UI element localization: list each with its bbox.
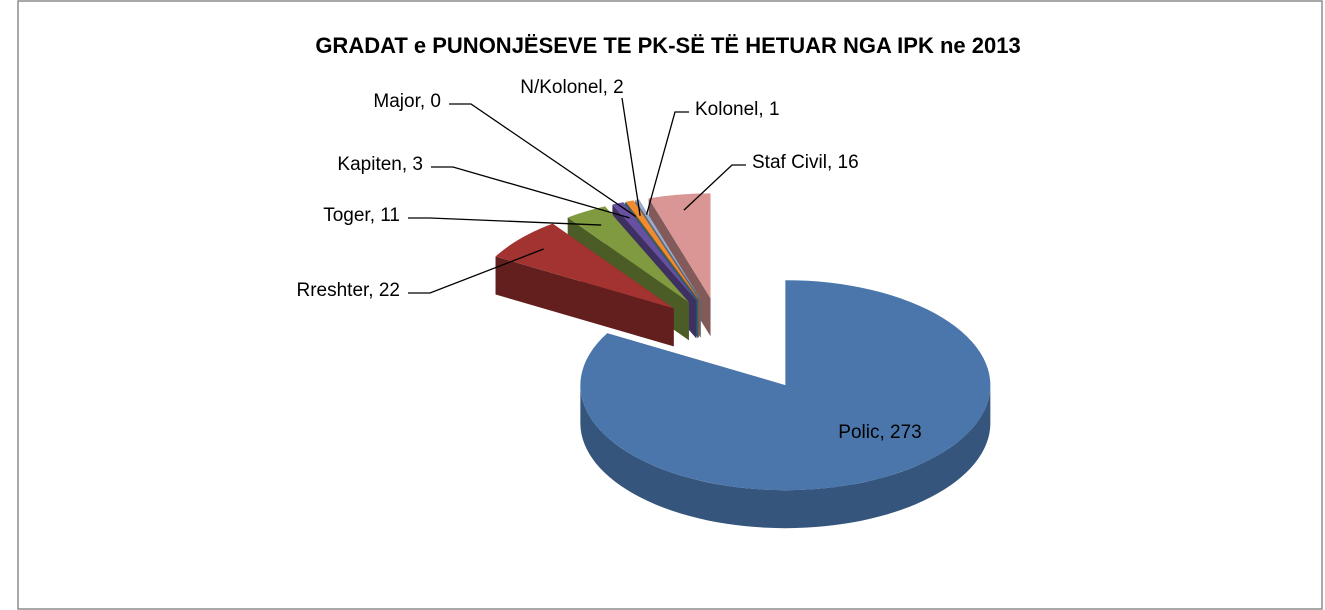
- leader-line: [683, 164, 746, 211]
- data-label: Toger, 11: [323, 205, 400, 226]
- leader-line: [449, 103, 637, 218]
- data-label: N/Kolonel, 2: [520, 77, 624, 98]
- slice: [648, 193, 711, 299]
- data-label: Major, 0: [373, 91, 441, 112]
- slice: [567, 206, 689, 303]
- data-label: Kolonel, 1: [695, 99, 780, 120]
- data-label: Kapiten, 3: [337, 154, 423, 175]
- slice-cut-face: [495, 256, 674, 347]
- data-label: Staf Civil, 16: [752, 152, 859, 173]
- slice-wall: [580, 385, 991, 529]
- leader-line: [431, 166, 630, 219]
- leader-line: [408, 248, 544, 294]
- leader-line: [621, 97, 641, 216]
- data-label: Polic, 273: [838, 422, 921, 443]
- leader-line: [408, 217, 602, 226]
- leader-line: [645, 111, 689, 215]
- data-label: Rreshter, 22: [297, 280, 401, 301]
- slice: [495, 223, 674, 309]
- slice: [626, 200, 700, 300]
- slice: [580, 280, 991, 491]
- slice: [635, 199, 701, 300]
- slice: [612, 202, 697, 301]
- chart-title: GRADAT e PUNONJËSEVE TE PK-SË TË HETUAR …: [315, 33, 1020, 58]
